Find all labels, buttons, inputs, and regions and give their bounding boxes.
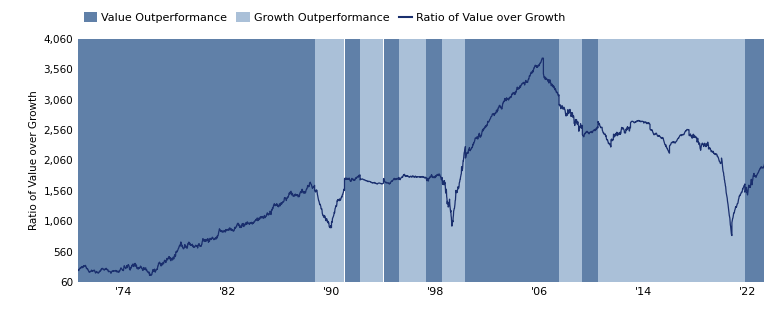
Bar xyxy=(384,39,399,282)
Bar xyxy=(345,39,360,282)
Legend: Value Outperformance, Growth Outperformance, Ratio of Value over Growth: Value Outperformance, Growth Outperforma… xyxy=(83,13,566,23)
Bar xyxy=(745,39,764,282)
Y-axis label: Ratio of Value over Growth: Ratio of Value over Growth xyxy=(29,91,39,230)
Bar xyxy=(78,39,314,282)
Bar xyxy=(314,39,345,282)
Bar xyxy=(598,39,745,282)
Bar xyxy=(360,39,384,282)
Bar xyxy=(466,39,559,282)
Bar xyxy=(559,39,583,282)
Bar xyxy=(427,39,442,282)
Bar xyxy=(442,39,466,282)
Bar xyxy=(399,39,427,282)
Bar xyxy=(583,39,598,282)
